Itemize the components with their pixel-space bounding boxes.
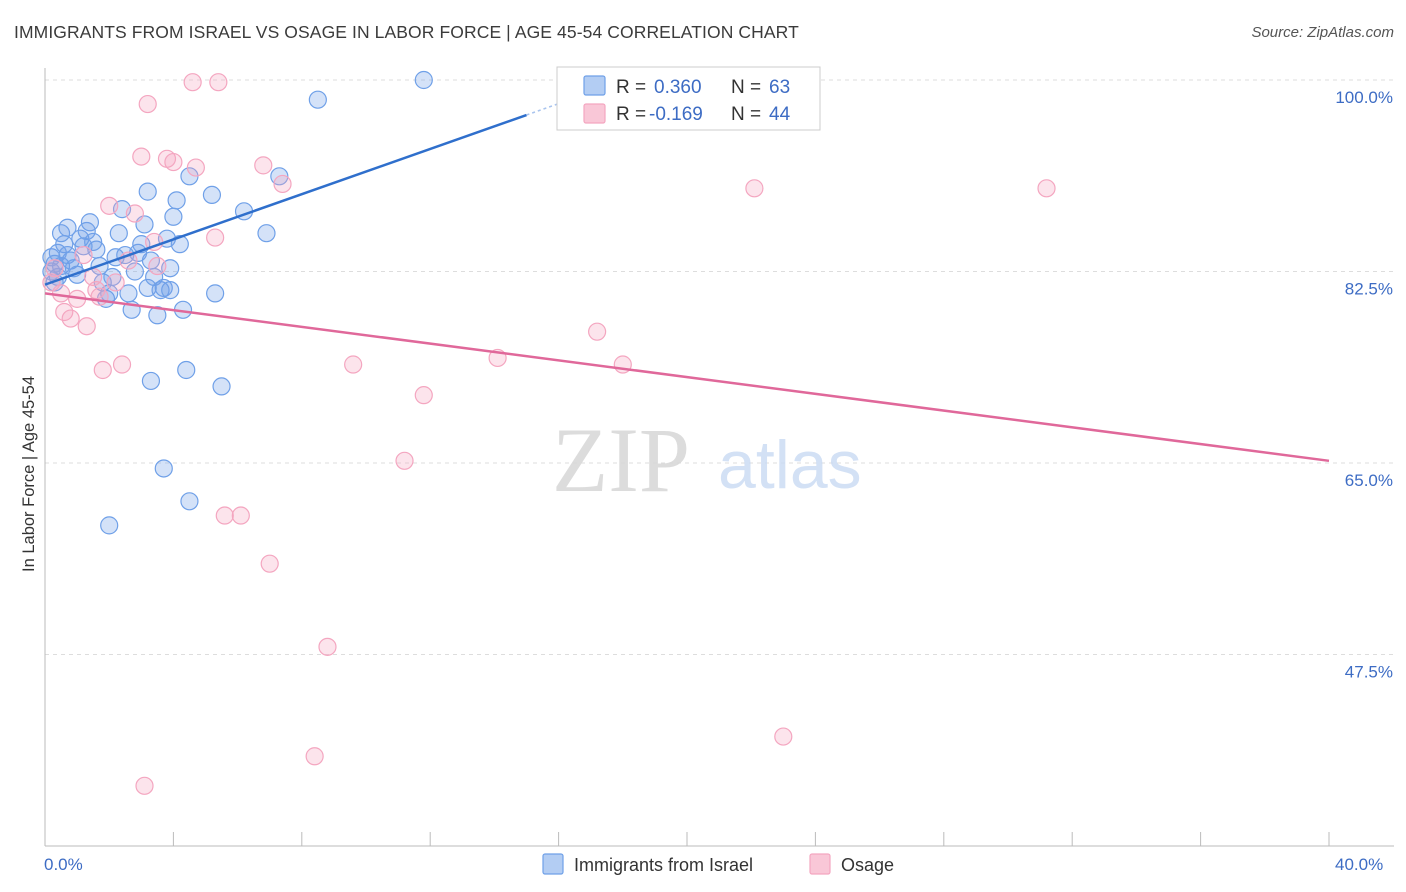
trend-line-israel (44, 113, 527, 286)
legend-r-label-osage: R = (616, 104, 651, 125)
osage-point-33 (395, 451, 414, 470)
osage-point-21 (183, 73, 202, 92)
osage-point-4 (61, 309, 80, 328)
trend-line-osage (44, 292, 1330, 463)
israel-point-31 (125, 262, 144, 281)
y-tick-label-2: 65.0% (1345, 471, 1393, 490)
legend-swatch-osage (583, 103, 606, 124)
y-axis-label: In Labor Force | Age 45-54 (20, 376, 38, 572)
israel-point-61 (414, 70, 433, 90)
x-tick-label-max: 40.0% (1335, 855, 1383, 874)
israel-point-26 (109, 224, 128, 243)
legend-r-value-israel: 0.360 (654, 77, 702, 98)
osage-point-36 (588, 322, 607, 341)
legend-n-label-osage: N = (731, 104, 766, 125)
x-tick-label-min: 0.0% (44, 855, 83, 874)
watermark-zip: ZIP (552, 409, 690, 511)
series-legend-label-osage: Osage (841, 855, 894, 875)
correlation-legend: R = 0.360 N = 63 R = -0.169 N = 44 (556, 66, 821, 131)
osage-point-3 (55, 302, 74, 322)
israel-point-24 (103, 267, 122, 287)
series-legend: Immigrants from Israel Osage (542, 853, 894, 875)
legend-r-label-israel: R = (616, 77, 651, 98)
osage-point-12 (106, 273, 125, 292)
y-tick-label-0: 100.0% (1335, 88, 1393, 107)
israel-point-13 (58, 218, 77, 237)
osage-point-17 (138, 94, 157, 114)
osage-point-38 (745, 179, 764, 198)
israel-point-54 (202, 185, 222, 204)
osage-point-31 (318, 637, 337, 656)
israel-point-52 (141, 371, 161, 391)
osage-point-41 (135, 776, 154, 795)
trend-lines (44, 85, 1330, 463)
legend-r-value-osage: -0.169 (649, 104, 703, 125)
osage-point-15 (125, 204, 144, 223)
series-legend-swatch-osage (809, 853, 831, 875)
israel-point-38 (148, 306, 167, 325)
osage-point-16 (132, 147, 151, 166)
x-tick-marks (44, 832, 1330, 846)
israel-point-39 (151, 281, 170, 300)
osage-point-28 (260, 554, 279, 573)
y-tick-labels: 100.0% 82.5% 65.0% 47.5% (1335, 88, 1393, 682)
osage-point-34 (414, 386, 433, 405)
osage-point-42 (87, 281, 106, 300)
osage-point-20 (164, 152, 183, 172)
israel-point-60 (308, 90, 327, 109)
y-tick-label-1: 82.5% (1345, 280, 1393, 299)
israel-point-58 (212, 377, 231, 396)
osage-point-13 (112, 355, 132, 374)
osage-point-26 (231, 506, 250, 525)
osage-point-24 (206, 228, 225, 247)
osage-point-6 (74, 245, 93, 265)
osage-point-10 (93, 360, 112, 380)
legend-n-label-israel: N = (731, 77, 766, 98)
y-tick-label-3: 47.5% (1345, 663, 1393, 682)
osage-point-27 (254, 156, 273, 175)
israel-point-53 (161, 281, 180, 300)
israel-point-17 (80, 213, 100, 232)
israel-point-51 (138, 182, 157, 201)
chart-title: IMMIGRANTS FROM ISRAEL VS OSAGE IN LABOR… (14, 22, 799, 42)
osage-point-40 (1037, 179, 1056, 198)
osage-point-11 (100, 196, 119, 215)
osage-point-43 (148, 256, 167, 276)
israel-point-56 (257, 224, 276, 243)
osage-point-30 (305, 747, 324, 766)
israel-point-49 (154, 459, 173, 478)
legend-n-value-osage: 44 (769, 104, 791, 125)
watermark-atlas: atlas (718, 427, 862, 503)
legend-swatch-israel (583, 75, 606, 96)
gridlines (45, 79, 1394, 655)
osage-point-39 (774, 727, 793, 746)
israel-point-62 (100, 516, 119, 535)
osage-point-29 (273, 174, 292, 194)
chart-source: Source: ZipAtlas.com (1251, 24, 1394, 41)
osage-point-22 (186, 158, 205, 177)
israel-point-47 (177, 360, 196, 380)
osage-point-1 (45, 259, 64, 278)
osage-point-32 (344, 355, 363, 374)
israel-point-57 (206, 284, 225, 303)
osage-point-7 (77, 317, 96, 336)
legend-n-value-israel: 63 (769, 77, 790, 98)
osage-point-25 (215, 506, 234, 525)
israel-point-44 (167, 191, 186, 210)
series-legend-swatch-israel (542, 853, 564, 875)
series-legend-label-israel: Immigrants from Israel (574, 855, 753, 875)
osage-point-2 (51, 284, 71, 303)
osage-point-23 (209, 73, 228, 92)
israel-point-43 (164, 207, 183, 226)
series-osage-points (42, 73, 1056, 795)
israel-point-48 (180, 492, 199, 511)
